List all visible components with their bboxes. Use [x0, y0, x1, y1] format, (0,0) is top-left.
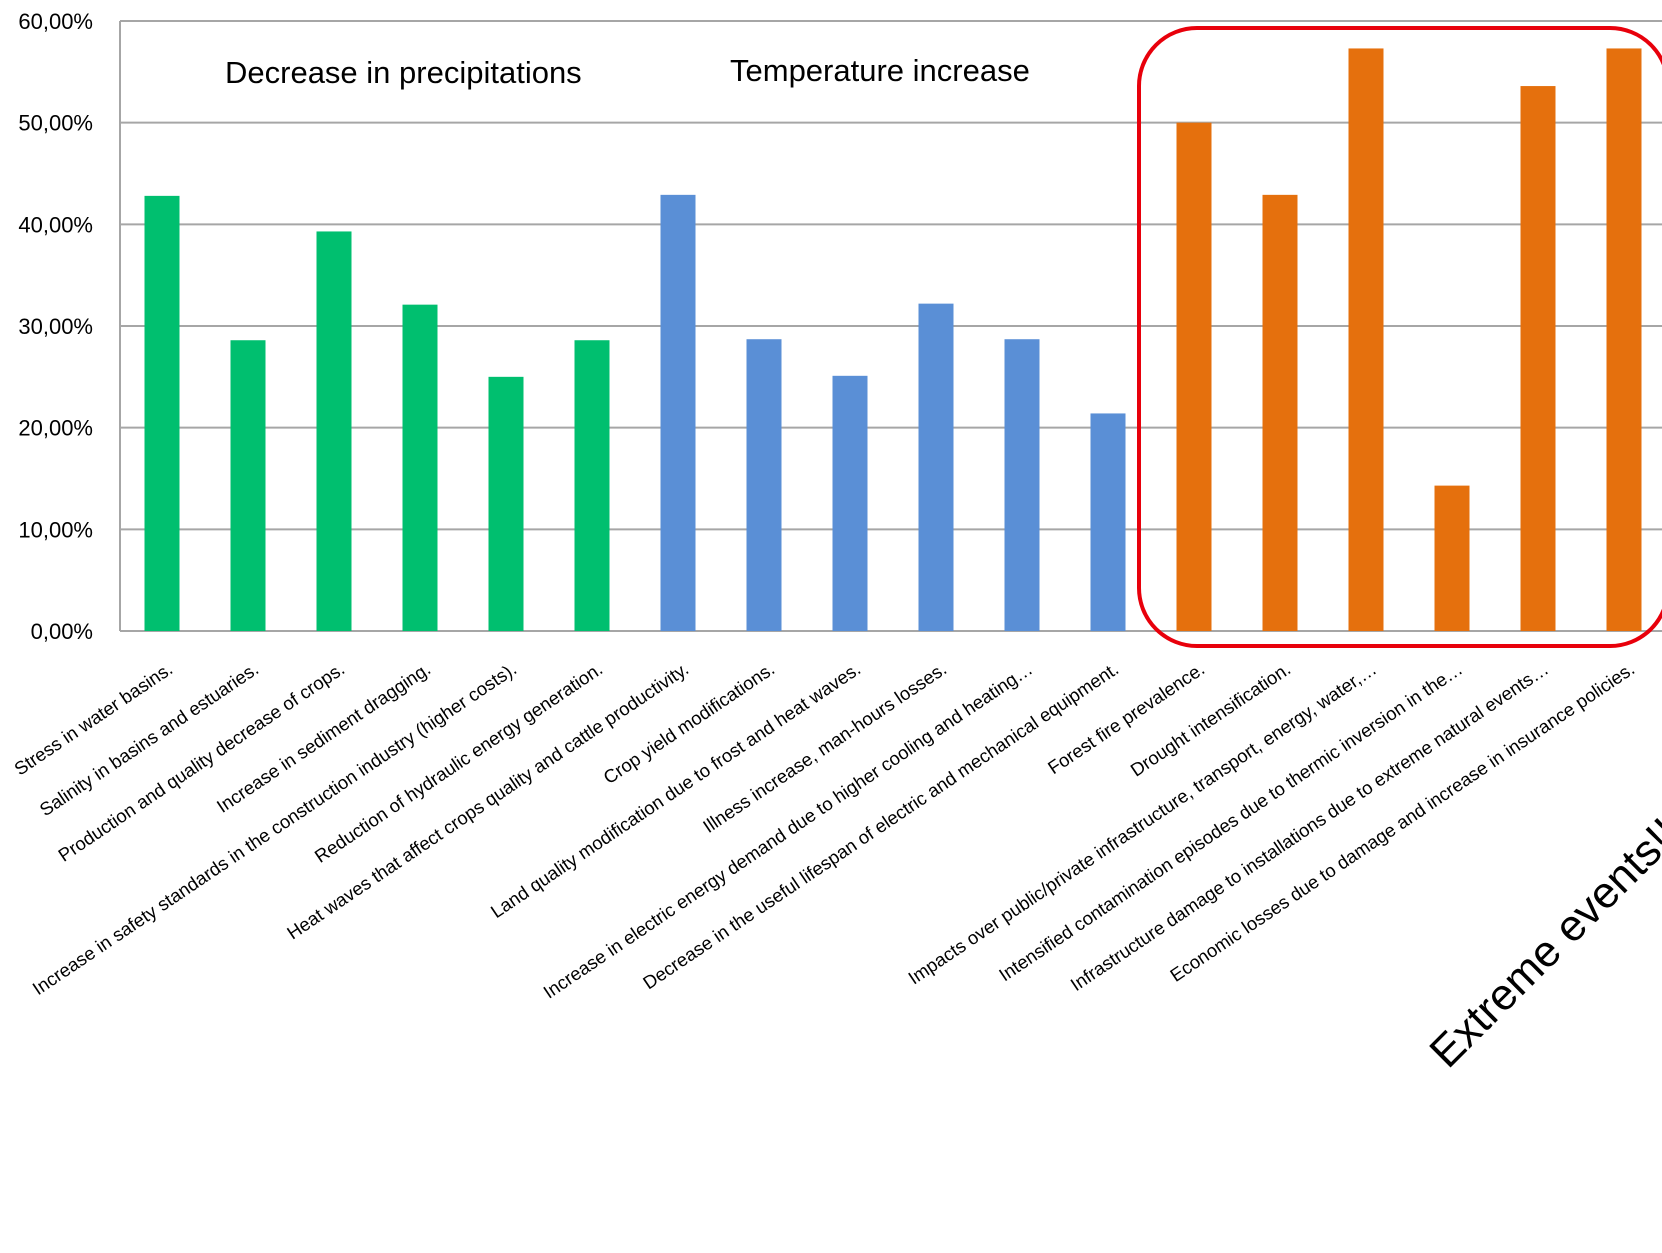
bar-temperature: [1004, 339, 1040, 631]
bar-extreme: [1348, 48, 1384, 631]
y-axis-ticks: 0,00% 10,00% 20,00% 30,00% 40,00% 50,00% 60,00…: [18, 9, 93, 644]
extreme-events-annotation: Extreme events!!: [1420, 809, 1662, 1077]
bar-extreme: [1262, 194, 1298, 631]
x-tick-label: Drought intensification.: [1126, 658, 1294, 781]
bar-precipitation: [316, 231, 352, 631]
y-tick-label: 30,00%: [18, 314, 93, 339]
x-tick-label: Forest fire prevalence.: [1044, 658, 1208, 778]
bar-precipitation: [488, 376, 524, 631]
y-tick-label: 20,00%: [18, 416, 93, 441]
bar-temperature: [832, 375, 868, 631]
y-tick-label: 40,00%: [18, 212, 93, 237]
y-tick-label: 60,00%: [18, 9, 93, 34]
extreme-events-highlight-box: [1137, 26, 1662, 648]
gridlines: [119, 20, 1662, 632]
bars: [144, 48, 1642, 632]
bar-extreme: [1176, 122, 1212, 632]
bar-temperature: [1090, 413, 1126, 631]
bar-precipitation: [574, 340, 610, 631]
y-tick-label: 50,00%: [18, 111, 93, 136]
y-tick-label: 0,00%: [31, 619, 93, 644]
bar-extreme: [1520, 86, 1556, 632]
bar-precipitation: [230, 340, 266, 631]
bar-temperature: [660, 194, 696, 631]
bar-extreme: [1606, 48, 1642, 631]
x-axis-labels: Stress in water basins.Salinity in basin…: [10, 658, 1638, 1003]
bar-precipitation: [402, 304, 438, 631]
bar-extreme: [1434, 485, 1470, 631]
bar-precipitation: [144, 195, 180, 631]
x-tick-label: Heat waves that affect crops quality and…: [283, 658, 692, 944]
group-label-precipitation: Decrease in precipitations: [225, 55, 582, 90]
y-tick-label: 10,00%: [18, 517, 93, 542]
bar-temperature: [746, 339, 782, 631]
x-tick-label: Stress in water basins.: [10, 658, 176, 779]
bar-temperature: [918, 303, 954, 631]
group-label-temperature: Temperature increase: [730, 53, 1030, 88]
